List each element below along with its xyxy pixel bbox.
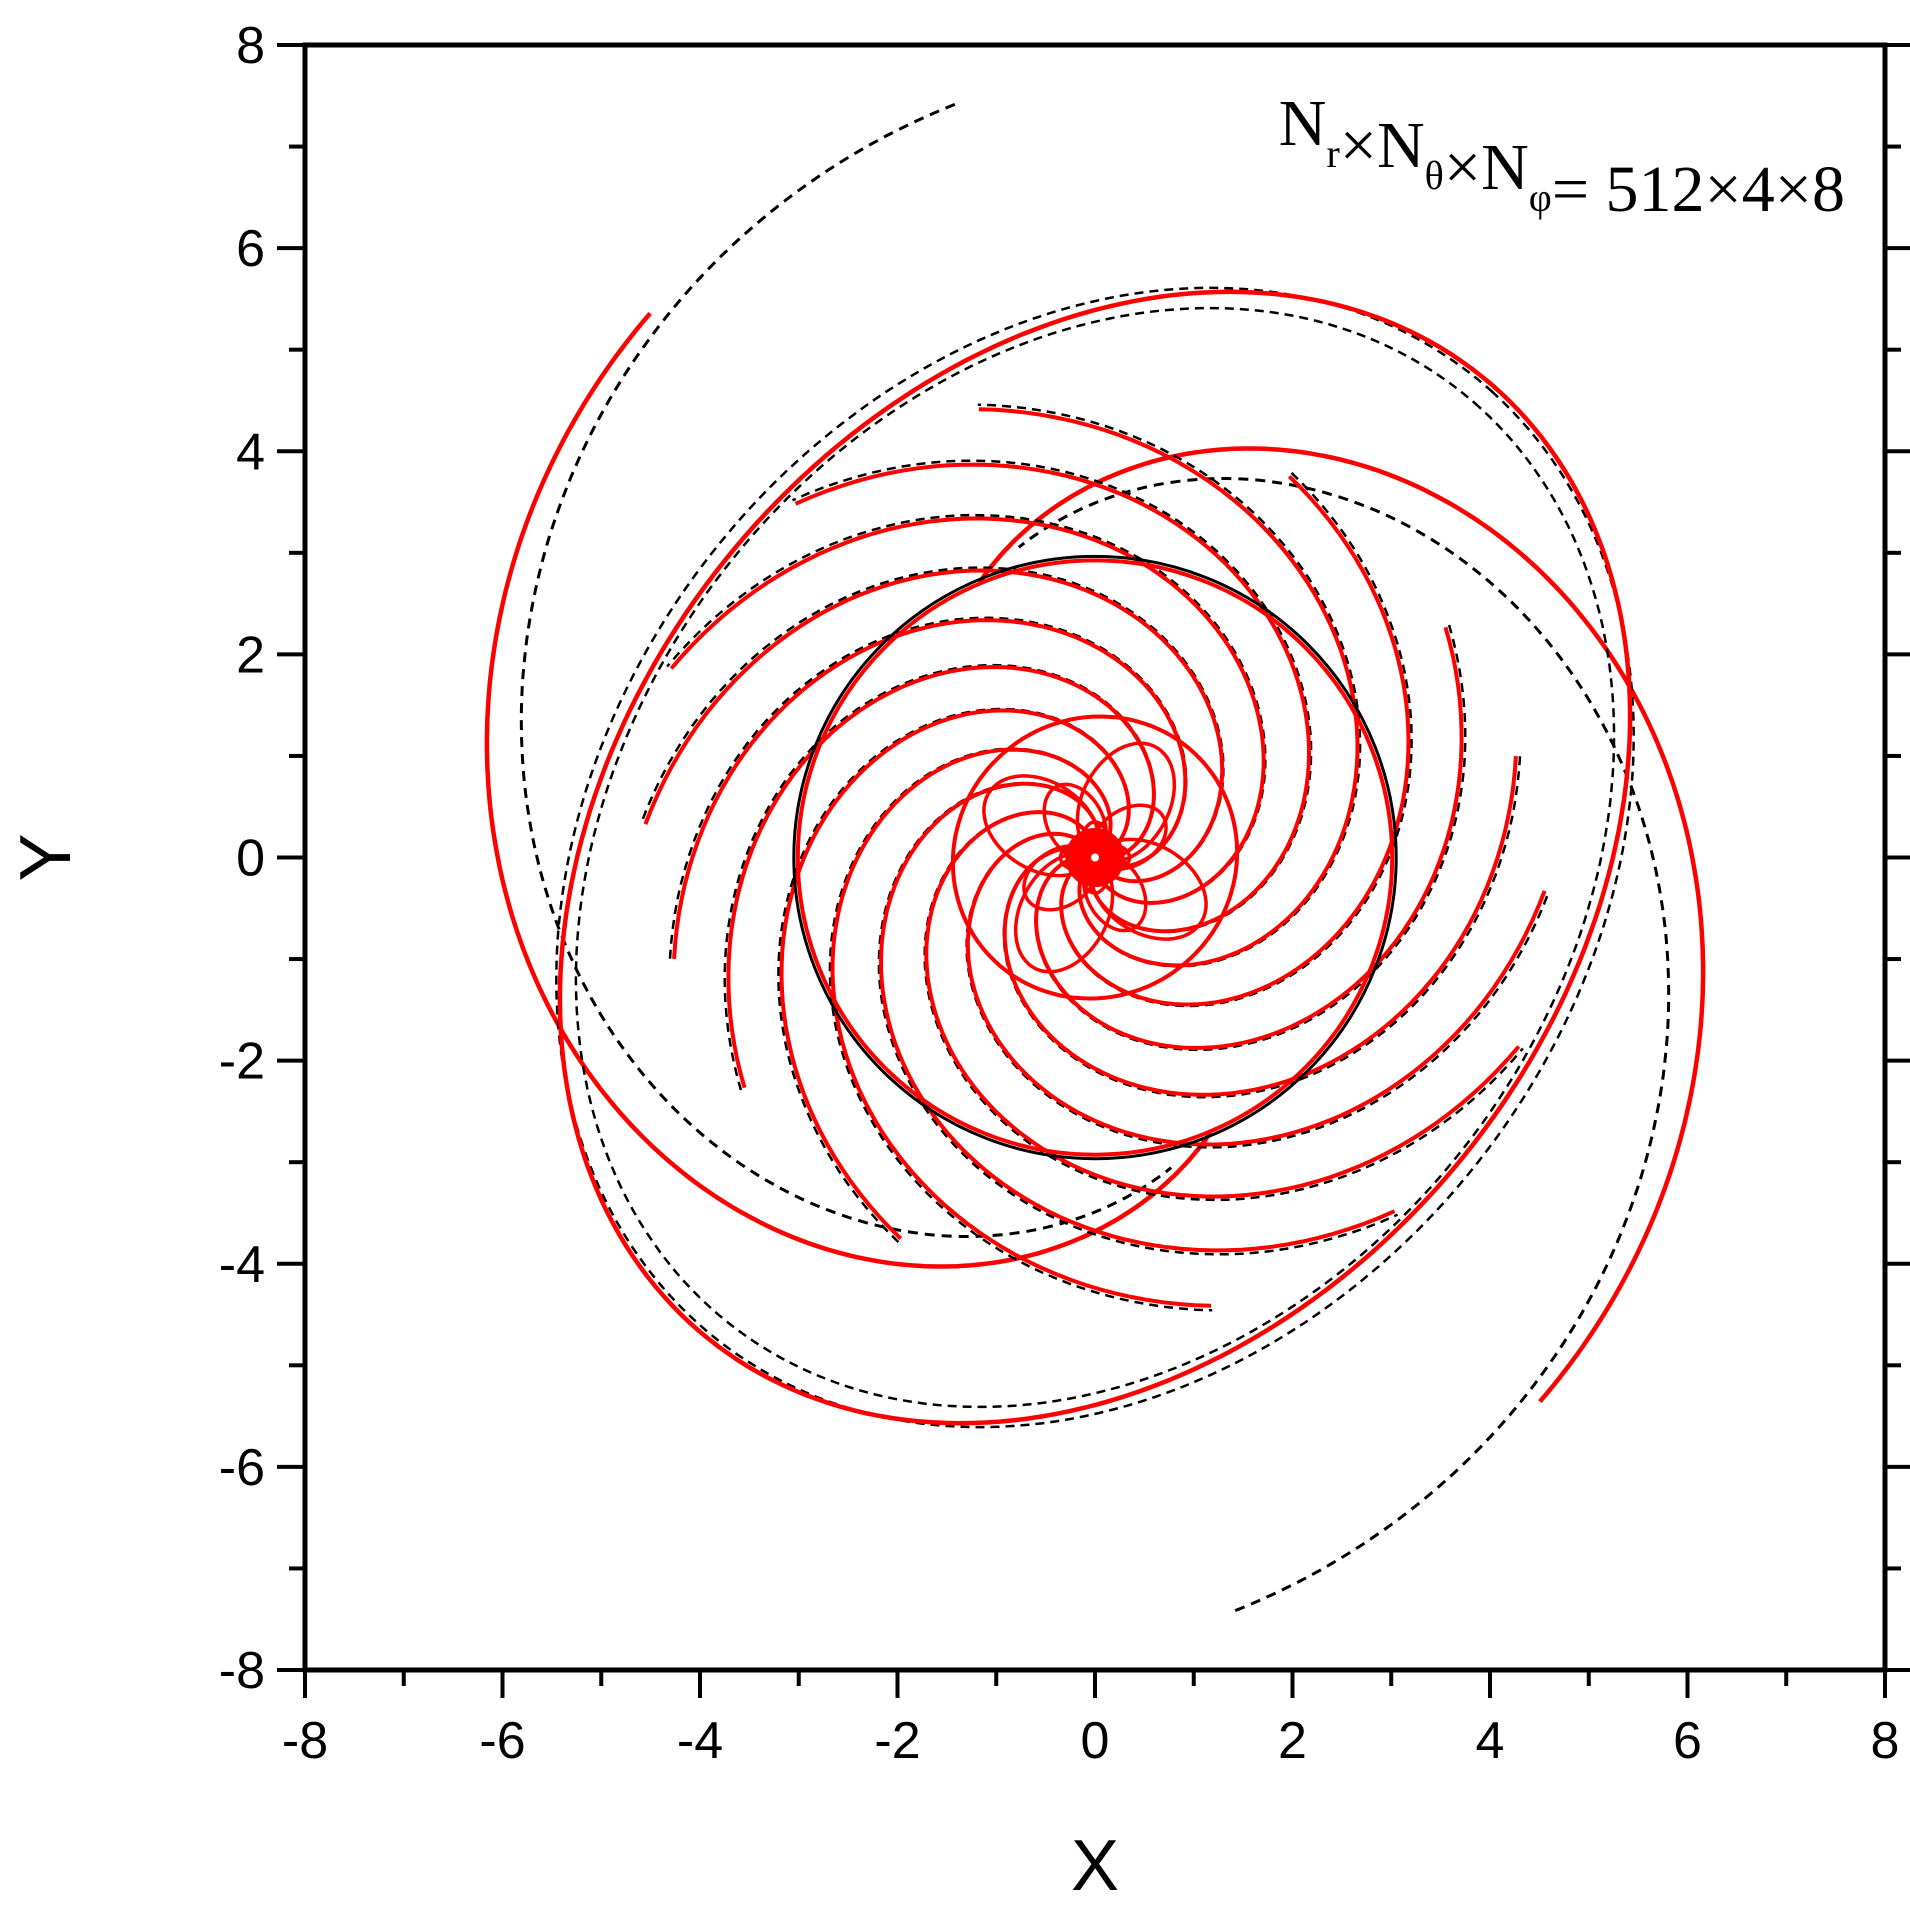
- y-tick-label: 6: [236, 220, 265, 278]
- annotation-subscript: θ: [1425, 153, 1444, 198]
- x-tick-label: 0: [1081, 1712, 1110, 1770]
- black-inner-boundary: [792, 554, 1398, 1161]
- red-spiral-arm: [779, 708, 1131, 1241]
- x-tick-label: -6: [479, 1712, 525, 1770]
- annotation-part: ×N: [1444, 131, 1529, 204]
- x-tick-label: -4: [677, 1712, 723, 1770]
- red-spiral-arm: [794, 462, 1312, 934]
- y-tick-label: -8: [219, 1642, 265, 1700]
- annotation-part: N: [1279, 87, 1327, 160]
- red-spiral-arm: [726, 664, 1156, 1089]
- red-spiral-arm: [878, 781, 1396, 1253]
- annotation-part: ×N: [1340, 109, 1425, 182]
- black-spiral-arm: [965, 832, 1551, 1149]
- y-tick-label: 2: [236, 626, 265, 684]
- red-outer-arm: [484, 311, 1213, 1269]
- x-tick-label: -8: [282, 1712, 328, 1770]
- red-spiral-arm: [1002, 755, 1518, 1097]
- annotation-part: = 512×4×8: [1552, 153, 1845, 226]
- red-spiral-arm: [669, 516, 1266, 905]
- red-inner-boundary: [795, 558, 1395, 1157]
- black-outer-arm: [1017, 477, 1671, 1612]
- x-tick-label: 4: [1476, 1712, 1505, 1770]
- black-outer-boundary: [574, 306, 1616, 1409]
- red-outer-boundary: [557, 289, 1633, 1426]
- y-tick-label: -6: [219, 1439, 265, 1497]
- red-spiral-arm: [978, 407, 1360, 968]
- x-tick-label: 2: [1278, 1712, 1307, 1770]
- red-core-boundary: [950, 714, 1240, 1001]
- y-tick-label: 4: [236, 423, 265, 481]
- y-tick-label: -2: [219, 1033, 265, 1091]
- grid-resolution-annotation: Nr×Nθ×Nφ= 512×4×8: [1279, 87, 1845, 226]
- curve-layer: [484, 103, 1706, 1612]
- red-spiral-arm: [1059, 474, 1411, 1007]
- black-spiral-arm: [639, 566, 1225, 883]
- annotation-subscript: φ: [1529, 175, 1552, 220]
- red-spiral-arm: [1034, 626, 1464, 1051]
- red-outer-arm: [977, 446, 1706, 1404]
- red-spiral-arm: [830, 747, 1212, 1308]
- y-tick-label: 8: [236, 17, 265, 75]
- black-outer-boundary: [555, 286, 1635, 1429]
- red-spiral-arm: [965, 831, 1547, 1147]
- red-spiral-arm: [643, 568, 1225, 884]
- y-tick-label: -4: [219, 1236, 265, 1294]
- tick-label-layer: -8 -6 -4 -2 0 2 4 6 8 -8 -6 -4 -2 0 2 4 6 8: [219, 17, 1900, 1770]
- x-tick-label: 6: [1673, 1712, 1702, 1770]
- black-outer-arm: [519, 103, 1173, 1238]
- x-tick-label: -2: [874, 1712, 920, 1770]
- y-tick-label: 0: [236, 830, 265, 888]
- annotation-subscript: r: [1326, 131, 1339, 176]
- y-axis-title: Y: [6, 833, 86, 881]
- x-axis-title: X: [1071, 1826, 1119, 1906]
- red-spiral-arm: [924, 810, 1521, 1199]
- tick-layer: [277, 43, 1910, 1698]
- x-tick-label: 8: [1871, 1712, 1900, 1770]
- center-point: [1091, 853, 1099, 862]
- red-spiral-arm: [672, 618, 1188, 960]
